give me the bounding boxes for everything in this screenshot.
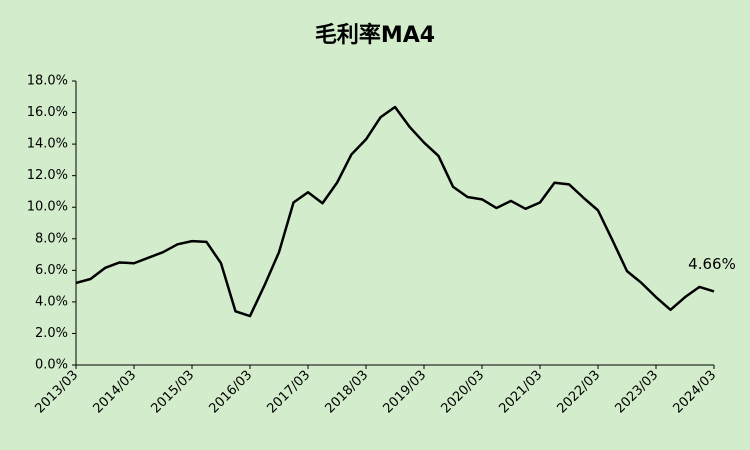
y-tick-label: 0.0% xyxy=(35,358,68,373)
y-tick-label: 14.0% xyxy=(27,137,68,152)
y-tick-label: 16.0% xyxy=(27,105,68,120)
line xyxy=(75,105,715,318)
value-label: 4.66% xyxy=(688,255,736,273)
y-tick-label: 12.0% xyxy=(27,168,68,183)
y-tick-label: 4.0% xyxy=(35,294,68,309)
y-tick-label: 6.0% xyxy=(35,263,68,278)
y-tick-label: 10.0% xyxy=(27,200,68,215)
y-tick-label: 8.0% xyxy=(35,231,68,246)
chart-title: 毛利率MA4 xyxy=(315,22,435,48)
y-tick-label: 2.0% xyxy=(35,326,68,341)
y-tick-label: 18.0% xyxy=(27,74,68,89)
